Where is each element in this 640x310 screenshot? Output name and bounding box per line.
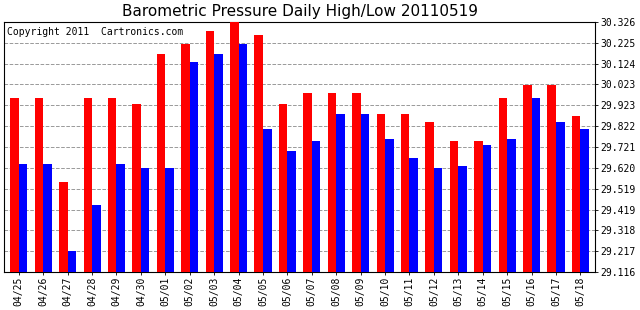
Bar	[483, 145, 492, 272]
Bar	[141, 168, 150, 272]
Bar	[108, 98, 116, 272]
Bar	[263, 129, 271, 272]
Bar	[83, 98, 92, 272]
Bar	[92, 205, 100, 272]
Bar	[157, 54, 165, 272]
Bar	[35, 98, 44, 272]
Bar	[189, 62, 198, 272]
Bar	[312, 141, 321, 272]
Bar	[116, 164, 125, 272]
Bar	[255, 35, 263, 272]
Bar	[68, 251, 76, 272]
Bar	[165, 168, 174, 272]
Bar	[450, 141, 458, 272]
Bar	[132, 104, 141, 272]
Bar	[205, 31, 214, 272]
Bar	[328, 93, 336, 272]
Bar	[547, 85, 556, 272]
Bar	[474, 141, 483, 272]
Bar	[303, 93, 312, 272]
Bar	[287, 151, 296, 272]
Bar	[426, 122, 434, 272]
Bar	[434, 168, 442, 272]
Text: Copyright 2011  Cartronics.com: Copyright 2011 Cartronics.com	[7, 27, 184, 37]
Bar	[401, 114, 410, 272]
Bar	[360, 114, 369, 272]
Bar	[572, 116, 580, 272]
Bar	[410, 157, 418, 272]
Bar	[523, 85, 532, 272]
Bar	[336, 114, 345, 272]
Bar	[499, 98, 507, 272]
Bar	[230, 21, 239, 272]
Bar	[507, 139, 516, 272]
Bar	[44, 164, 52, 272]
Title: Barometric Pressure Daily High/Low 20110519: Barometric Pressure Daily High/Low 20110…	[122, 4, 477, 19]
Bar	[214, 54, 223, 272]
Bar	[59, 182, 68, 272]
Bar	[580, 129, 589, 272]
Bar	[10, 98, 19, 272]
Bar	[239, 44, 247, 272]
Bar	[352, 93, 360, 272]
Bar	[181, 44, 189, 272]
Bar	[19, 164, 28, 272]
Bar	[532, 98, 540, 272]
Bar	[376, 114, 385, 272]
Bar	[385, 139, 394, 272]
Bar	[556, 122, 564, 272]
Bar	[458, 166, 467, 272]
Bar	[279, 104, 287, 272]
